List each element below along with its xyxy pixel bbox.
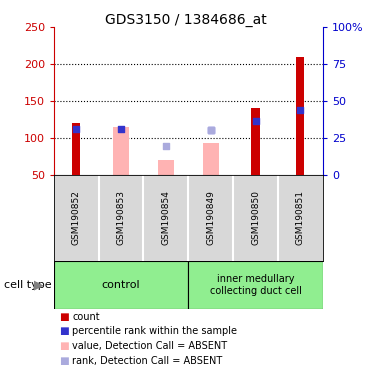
- Text: ■: ■: [59, 312, 69, 322]
- Point: [163, 143, 169, 149]
- Bar: [72, 123, 80, 175]
- Text: cell type: cell type: [4, 280, 51, 290]
- Text: ■: ■: [59, 356, 69, 366]
- Bar: [158, 160, 174, 175]
- Text: percentile rank within the sample: percentile rank within the sample: [72, 326, 237, 336]
- Text: rank, Detection Call = ABSENT: rank, Detection Call = ABSENT: [72, 356, 223, 366]
- Point: [208, 127, 214, 133]
- Point: [253, 118, 259, 124]
- Point: [208, 127, 214, 133]
- Bar: [296, 57, 304, 175]
- Text: ■: ■: [59, 341, 69, 351]
- Bar: [54, 261, 188, 309]
- Text: GSM190849: GSM190849: [206, 190, 215, 245]
- Text: GSM190852: GSM190852: [72, 190, 81, 245]
- Text: GDS3150 / 1384686_at: GDS3150 / 1384686_at: [105, 13, 266, 27]
- Bar: [203, 143, 219, 175]
- Text: GSM190854: GSM190854: [161, 190, 170, 245]
- Text: GSM190851: GSM190851: [296, 190, 305, 245]
- Text: count: count: [72, 312, 100, 322]
- Point: [73, 126, 79, 132]
- Text: ▶: ▶: [34, 279, 44, 291]
- Text: control: control: [102, 280, 140, 290]
- Point: [298, 108, 303, 114]
- Text: value, Detection Call = ABSENT: value, Detection Call = ABSENT: [72, 341, 227, 351]
- Bar: [252, 108, 260, 175]
- Text: GSM190853: GSM190853: [116, 190, 125, 245]
- Text: inner medullary
collecting duct cell: inner medullary collecting duct cell: [210, 274, 302, 296]
- Text: ■: ■: [59, 326, 69, 336]
- Bar: [113, 127, 129, 175]
- Point: [118, 126, 124, 132]
- Bar: [188, 261, 323, 309]
- Text: GSM190850: GSM190850: [251, 190, 260, 245]
